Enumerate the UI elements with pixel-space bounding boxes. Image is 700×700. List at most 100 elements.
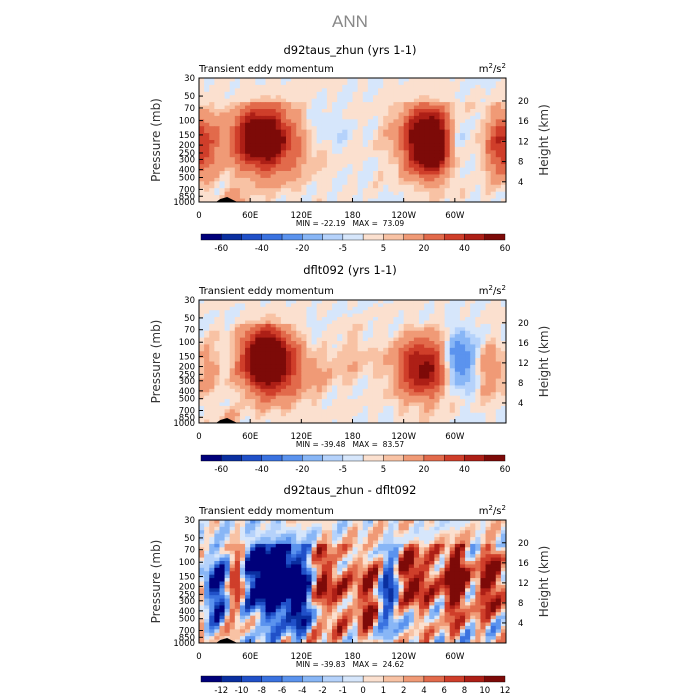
contour-cell bbox=[296, 317, 302, 321]
contour-cell bbox=[260, 91, 267, 96]
contour-cell bbox=[270, 310, 277, 315]
contour-cell bbox=[449, 310, 456, 315]
contour-cell bbox=[326, 388, 333, 393]
contour-cell bbox=[408, 143, 415, 148]
contour-cell bbox=[219, 112, 226, 117]
contour-cell bbox=[255, 399, 261, 403]
contour-cell bbox=[378, 177, 384, 182]
contour-cell bbox=[439, 105, 446, 110]
contour-cell bbox=[475, 143, 481, 148]
contour-cell bbox=[280, 399, 287, 403]
contour-cell bbox=[316, 523, 323, 528]
contour-cell bbox=[311, 78, 318, 82]
contour-cell bbox=[393, 164, 400, 169]
colorbar-label: 60 bbox=[500, 244, 511, 254]
contour-cell bbox=[459, 371, 466, 376]
contour-cell bbox=[490, 112, 497, 117]
contour-cell bbox=[332, 129, 338, 134]
contour-cell bbox=[347, 378, 353, 383]
contour-cell bbox=[419, 153, 425, 158]
contour-cell bbox=[265, 191, 272, 196]
height-tick-label: 20 bbox=[518, 319, 529, 329]
contour-cell bbox=[367, 371, 374, 376]
contour-cell bbox=[265, 368, 272, 373]
contour-cell bbox=[398, 358, 405, 362]
contour-cell bbox=[485, 119, 492, 124]
contour-cell bbox=[199, 382, 205, 386]
contour-cell bbox=[285, 181, 292, 186]
contour-cell bbox=[265, 150, 272, 155]
contour-cell bbox=[285, 364, 292, 369]
contour-cell bbox=[209, 523, 215, 528]
contour-cell bbox=[342, 303, 348, 308]
contour-cell bbox=[224, 157, 231, 162]
contour-cell bbox=[239, 167, 246, 172]
contour-cell bbox=[296, 78, 302, 82]
contour-cell bbox=[229, 543, 236, 548]
contour-cell bbox=[209, 358, 215, 362]
contour-cell bbox=[337, 543, 343, 548]
contour-cell bbox=[367, 347, 374, 352]
contour-cell bbox=[332, 317, 338, 321]
contour-cell bbox=[393, 344, 400, 349]
contour-cell bbox=[475, 105, 481, 110]
contour-cell bbox=[500, 412, 507, 417]
contour-cell bbox=[285, 171, 292, 175]
contour-cell bbox=[250, 320, 256, 325]
contour-cell bbox=[275, 523, 282, 528]
contour-cell bbox=[393, 416, 400, 421]
contour-cell bbox=[204, 95, 210, 100]
contour-cell bbox=[372, 402, 379, 407]
contour-cell bbox=[209, 153, 215, 158]
colorbar-swatch bbox=[241, 233, 262, 241]
contour-cell bbox=[362, 540, 369, 545]
contour-cell bbox=[260, 310, 267, 315]
contour-cell bbox=[362, 395, 369, 400]
contour-cell bbox=[239, 330, 246, 335]
contour-cell bbox=[250, 392, 256, 397]
contour-cell bbox=[250, 382, 256, 386]
contour-cell bbox=[250, 98, 256, 103]
contour-cell bbox=[332, 191, 338, 196]
contour-cell bbox=[229, 540, 236, 545]
contour-cell bbox=[434, 133, 440, 138]
contour-cell bbox=[403, 306, 410, 311]
contour-cell bbox=[234, 323, 241, 328]
contour-cell bbox=[408, 98, 415, 103]
contour-cell bbox=[352, 347, 359, 352]
contour-cell bbox=[454, 412, 461, 417]
contour-cell bbox=[362, 330, 369, 335]
contour-cell bbox=[465, 409, 471, 414]
contour-cell bbox=[413, 310, 420, 315]
contour-cell bbox=[239, 540, 246, 545]
contour-cell bbox=[495, 167, 502, 172]
contour-cell bbox=[393, 520, 400, 524]
contour-cell bbox=[239, 358, 246, 362]
contour-cell bbox=[408, 188, 415, 193]
contour-cell bbox=[306, 313, 313, 318]
contour-cell bbox=[199, 146, 205, 151]
contour-cell bbox=[214, 358, 220, 362]
contour-cell bbox=[485, 143, 492, 148]
contour-cell bbox=[352, 371, 359, 376]
contour-cell bbox=[403, 540, 410, 545]
contour-cell bbox=[270, 164, 277, 169]
contour-cell bbox=[357, 310, 364, 315]
contour-cell bbox=[393, 347, 400, 352]
contour-cell bbox=[332, 543, 338, 548]
contour-cell bbox=[465, 78, 471, 82]
contour-cell bbox=[219, 378, 226, 383]
contour-cell bbox=[388, 320, 394, 325]
contour-cell bbox=[326, 313, 333, 318]
contour-cell bbox=[372, 347, 379, 352]
contour-cell bbox=[424, 378, 430, 383]
contour-cell bbox=[470, 95, 476, 100]
contour-cell bbox=[337, 102, 343, 107]
colorbar-swatch bbox=[403, 454, 425, 462]
contour-cell bbox=[413, 402, 420, 407]
contour-cell bbox=[434, 105, 440, 110]
contour-cell bbox=[332, 171, 338, 175]
contour-cell bbox=[245, 530, 251, 535]
contour-cell bbox=[311, 347, 318, 352]
contour-cell bbox=[362, 191, 369, 196]
